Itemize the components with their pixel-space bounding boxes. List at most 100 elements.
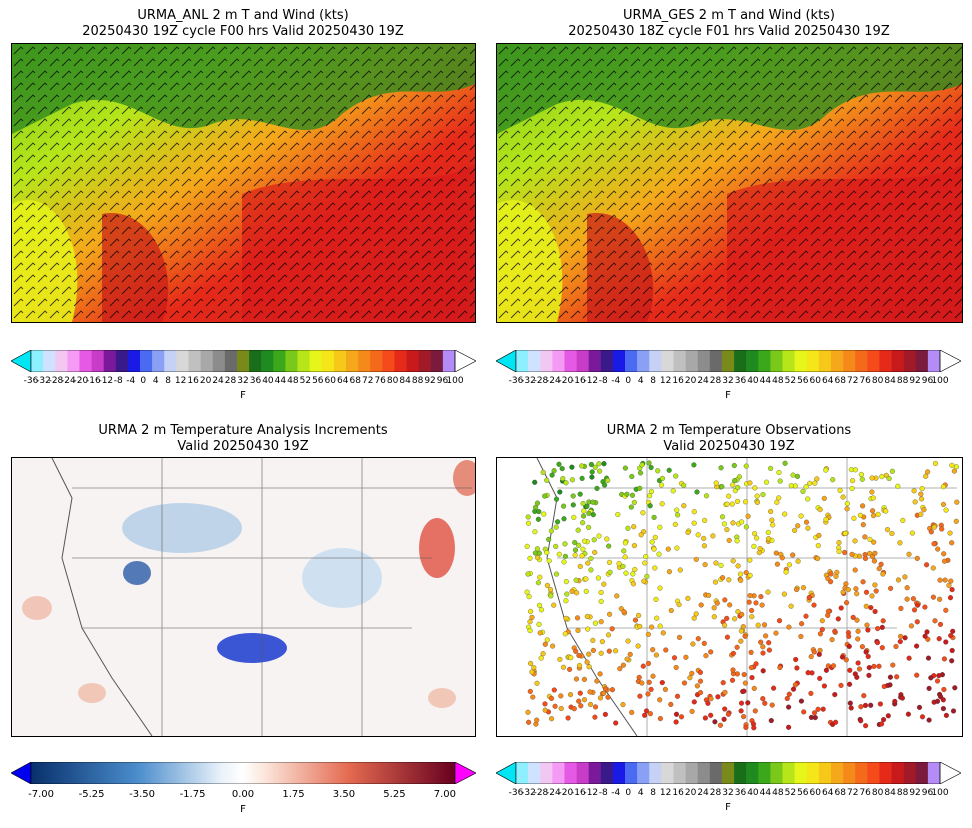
colorbar-tick-label: 88	[411, 376, 424, 386]
colorbar-segment	[625, 762, 638, 784]
colorbar-segment	[709, 762, 723, 784]
colorbar-segment	[31, 350, 44, 372]
colorbar-segment	[55, 350, 68, 372]
colorbar-segment	[564, 350, 577, 372]
colorbar-segment	[770, 350, 783, 372]
colorbar-tick-label: 72	[846, 788, 859, 798]
colorbar-tick-label: 52	[784, 788, 797, 798]
colorbar-segment	[879, 350, 892, 372]
colorbar-segment	[309, 350, 323, 372]
colorbar-tick-label: 92	[909, 376, 921, 386]
colorbar-tick-label: 8	[650, 788, 657, 798]
panel2-title-line2: 20250430 18Z cycle F01 hrs Valid 2025043…	[568, 24, 890, 39]
colorbar-tick-label: -8	[113, 376, 123, 386]
colorbar-tick-label: 72	[846, 376, 859, 386]
colorbar-segment	[540, 350, 553, 372]
increments-tick-label: 3.50	[332, 789, 356, 800]
colorbar-segment	[370, 350, 383, 372]
colorbar-segment	[600, 762, 614, 784]
colorbar-segment	[746, 350, 759, 372]
colorbar-segment	[600, 350, 614, 372]
colorbar-segment	[661, 350, 674, 372]
colorbar-segment	[697, 350, 711, 372]
increments-tick-label: 0.00	[231, 789, 255, 800]
colorbar-tick-label: 36	[734, 788, 747, 798]
colorbar-segment	[673, 762, 686, 784]
colorbar-tick-label: 32	[237, 376, 249, 386]
increments-tick-label: 1.75	[282, 789, 305, 800]
colorbar-segment	[758, 350, 771, 372]
increments-tick-label: -5.25	[78, 789, 105, 800]
colorbar-tick-label: 88	[896, 376, 909, 386]
colorbar-segment	[236, 350, 250, 372]
colorbar-segment	[782, 350, 795, 372]
colorbar-tick-label: -12	[583, 788, 599, 798]
colorbar-tick-label: 40	[747, 788, 759, 798]
colorbar-tick-label: -4	[126, 376, 136, 386]
colorbar-tick-label: -20	[558, 788, 574, 798]
colorbar-tick-label: 44	[274, 376, 287, 386]
colorbar-segment	[758, 762, 771, 784]
colorbar-segment	[43, 350, 56, 372]
obs-colorbar-strip	[495, 761, 962, 785]
increments-tick-label: -3.50	[129, 789, 155, 800]
colorbar-tick-label: 84	[884, 376, 896, 386]
colorbar-tick-label: 20	[684, 376, 697, 386]
colorbar-tick-label: -20	[73, 376, 89, 386]
increments-colorbar: -7.00 -5.25 -3.50 -1.75 0.00 1.75 3.50 5.25 7.00…	[10, 761, 477, 817]
colorbar-tick-label: 64	[822, 788, 834, 798]
colorbar-tick-label: 76	[859, 376, 871, 386]
colorbar-segment	[637, 350, 650, 372]
colorbar-segment	[200, 350, 214, 372]
colorbar-tick-label: -36	[508, 376, 524, 386]
panel1-title: URMA_ANL 2 m T and Wind (kts) 20250430 1…	[0, 8, 486, 40]
colorbar-segment	[588, 762, 602, 784]
colorbar-tick-label: -28	[533, 376, 549, 386]
panel4-title-line2: Valid 20250430 19Z	[663, 439, 795, 454]
anl-colorbar-unit: F	[240, 390, 246, 401]
colorbar-under-arrow	[495, 761, 517, 785]
colorbar-tick-label: -36	[23, 376, 39, 386]
panel3-title-line2: Valid 20250430 19Z	[177, 439, 309, 454]
colorbar-segment	[697, 762, 711, 784]
increments-tick-label: 5.25	[383, 789, 406, 800]
colorbar-tick-label: 16	[187, 376, 199, 386]
colorbar-segment	[321, 350, 335, 372]
colorbar-tick-label: -4	[611, 788, 621, 798]
colorbar-segment	[552, 350, 565, 372]
colorbar-tick-label: 36	[734, 376, 747, 386]
colorbar-segment	[564, 762, 577, 784]
colorbar-segment	[903, 350, 917, 372]
colorbar-segment	[430, 350, 444, 372]
colorbar-segment	[915, 350, 929, 372]
colorbar-segment	[188, 350, 201, 372]
colorbar-tick-label: 68	[834, 788, 846, 798]
increments-tick-label: 7.00	[433, 789, 457, 800]
colorbar-tick-label: 72	[361, 376, 374, 386]
colorbar-tick-label: 76	[859, 788, 871, 798]
colorbar-segment	[249, 350, 262, 372]
anl-temperature-map	[11, 43, 476, 323]
colorbar-segment	[927, 350, 941, 372]
colorbar-segment	[285, 350, 298, 372]
colorbar-segment	[891, 762, 904, 784]
colorbar-segment	[406, 350, 419, 372]
colorbar-segment	[115, 350, 129, 372]
colorbar-tick-label: -32	[521, 376, 536, 386]
colorbar-segment	[830, 350, 844, 372]
colorbar-tick-label: 48	[287, 376, 299, 386]
colorbar-tick-label: 96	[921, 376, 934, 386]
colorbar-segment	[345, 350, 359, 372]
observations-map	[496, 457, 963, 737]
colorbar-segment	[734, 762, 747, 784]
anl-temperature-colorbar: -36 -32 -28 -24 -20 -16 -12 -8 -4 0 4 8 12 16 20 24 28 32…	[10, 349, 477, 401]
colorbar-tick-label: 24	[697, 376, 709, 386]
ges-colorbar-unit: F	[725, 390, 731, 401]
colorbar-tick-label: 80	[871, 788, 884, 798]
colorbar-tick-label: 84	[884, 788, 896, 798]
colorbar-tick-label: 96	[436, 376, 449, 386]
colorbar-tick-label: -32	[521, 788, 536, 798]
colorbar-segment	[915, 762, 929, 784]
colorbar-segment	[867, 762, 880, 784]
obs-colorbar-unit: F	[725, 802, 731, 813]
